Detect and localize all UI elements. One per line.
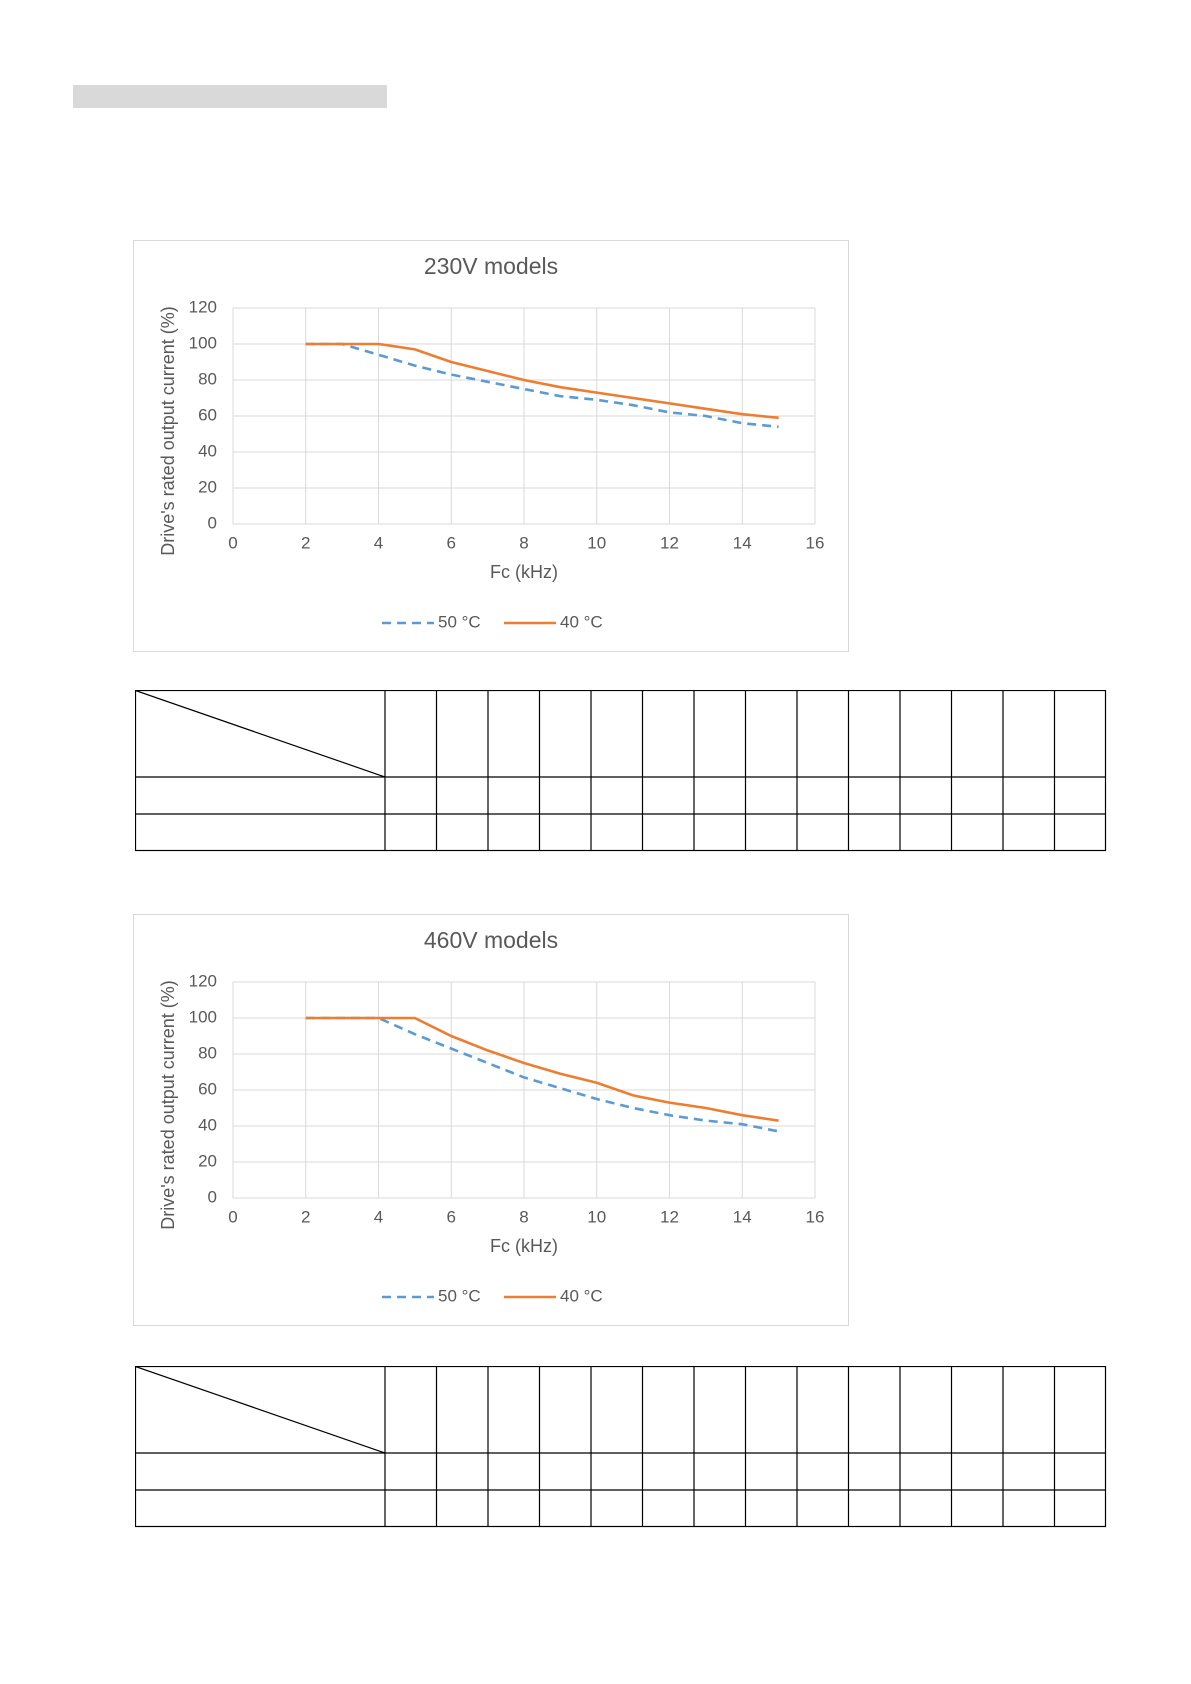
x-tick-label: 0	[228, 1207, 237, 1226]
x-tick-label: 4	[374, 1207, 383, 1226]
chart-frame	[133, 240, 849, 652]
table	[135, 1366, 1107, 1528]
y-tick-label: 40	[198, 441, 217, 460]
y-tick-label: 60	[198, 405, 217, 424]
x-tick-label: 6	[447, 533, 456, 552]
y-tick-label: 0	[208, 1187, 217, 1206]
x-tick-label: 2	[301, 533, 310, 552]
heading-placeholder	[73, 85, 387, 108]
y-tick-label: 100	[189, 1007, 217, 1026]
chart-title: 460V models	[424, 927, 558, 953]
y-tick-label: 120	[189, 297, 217, 316]
x-tick-label: 14	[733, 1207, 752, 1226]
chart-frame	[133, 914, 849, 1326]
x-tick-label: 12	[660, 533, 679, 552]
y-tick-label: 0	[208, 513, 217, 532]
chart-title: 230V models	[424, 253, 558, 279]
legend-label: 40 °C	[560, 612, 603, 631]
y-tick-label: 40	[198, 1115, 217, 1134]
x-tick-label: 8	[519, 533, 528, 552]
legend-label: 40 °C	[560, 1286, 603, 1305]
chart: 460V models 0 20 40 60 80 100 120 0 2 4 6 8 10 12 14 16 F…	[133, 914, 849, 1326]
x-tick-label: 6	[447, 1207, 456, 1226]
x-tick-label: 12	[660, 1207, 679, 1226]
legend-label: 50 °C	[438, 1286, 481, 1305]
x-tick-label: 16	[806, 1207, 825, 1226]
data-line	[305, 342, 779, 420]
x-tick-label: 16	[806, 533, 825, 552]
x-tick-label: 2	[301, 1207, 310, 1226]
y-tick-label: 120	[189, 971, 217, 990]
y-tick-label: 80	[198, 1043, 217, 1062]
legend-label: 50 °C	[438, 612, 481, 631]
y-tick-label: 20	[198, 477, 217, 496]
x-tick-label: 4	[374, 533, 383, 552]
x-tick-label: 10	[587, 533, 606, 552]
y-tick-label: 80	[198, 369, 217, 388]
y-axis-label: Drive's rated output current (%)	[158, 980, 178, 1230]
y-axis-label: Drive's rated output current (%)	[158, 306, 178, 556]
y-tick-label: 20	[198, 1151, 217, 1170]
x-axis-label: Fc (kHz)	[490, 1236, 558, 1256]
x-tick-label: 10	[587, 1207, 606, 1226]
table	[135, 690, 1107, 852]
data-line	[305, 1016, 779, 1133]
y-tick-label: 60	[198, 1079, 217, 1098]
x-axis-label: Fc (kHz)	[490, 562, 558, 582]
x-tick-label: 14	[733, 533, 752, 552]
x-tick-label: 8	[519, 1207, 528, 1226]
data-line	[305, 342, 779, 429]
x-tick-label: 0	[228, 533, 237, 552]
chart: 230V models 0 20 40 60 80 100 120 0 2 4 6 8 10 12 14 16 F…	[133, 240, 849, 652]
data-line	[305, 1016, 779, 1122]
y-tick-label: 100	[189, 333, 217, 352]
